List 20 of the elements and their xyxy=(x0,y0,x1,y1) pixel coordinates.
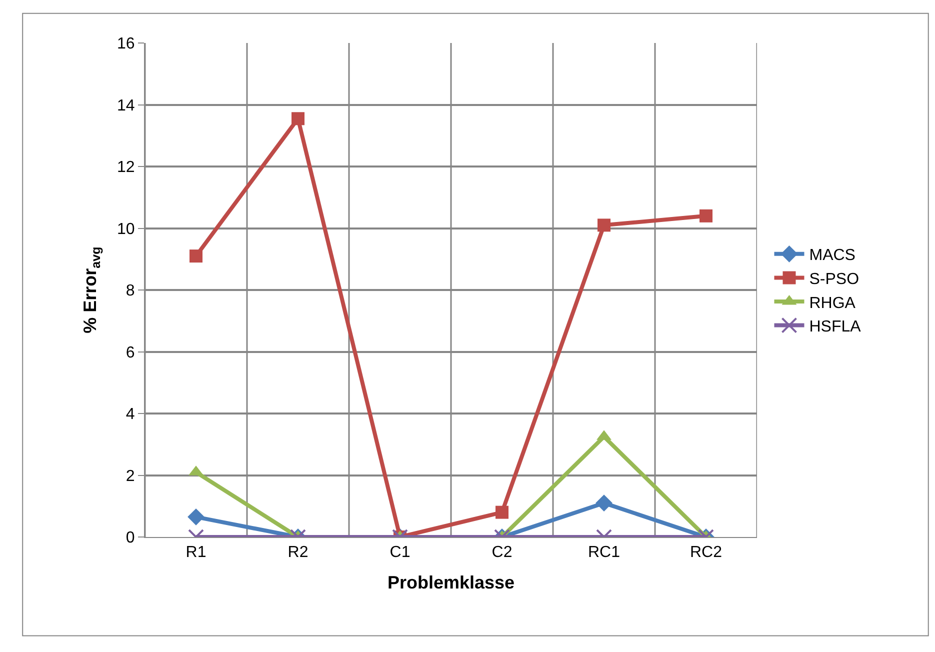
legend-label: HSFLA xyxy=(809,318,862,336)
x-tick-label: RC2 xyxy=(690,544,722,562)
x-tick-label: R2 xyxy=(288,544,308,562)
y-tick-label: 16 xyxy=(117,36,135,53)
x-tick-label: C1 xyxy=(390,544,410,562)
x-tick-label: RC1 xyxy=(588,544,620,562)
y-tick-label: 0 xyxy=(126,530,135,547)
y-tick-label: 6 xyxy=(126,344,135,362)
legend-label: RHGA xyxy=(809,294,856,312)
x-axis-title: Problemklasse xyxy=(387,572,515,592)
legend-label: MACS xyxy=(809,247,856,264)
y-tick-label: 8 xyxy=(126,282,135,300)
y-tick-label: 4 xyxy=(126,406,135,424)
y-tick-label: 2 xyxy=(126,468,135,485)
x-tick-label: C2 xyxy=(492,544,512,562)
y-tick-label: 10 xyxy=(117,220,135,238)
legend-label: S-PSO xyxy=(809,270,860,288)
x-tick-label: R1 xyxy=(186,544,206,562)
y-tick-label: 14 xyxy=(117,97,135,114)
y-tick-label: 12 xyxy=(117,159,135,176)
